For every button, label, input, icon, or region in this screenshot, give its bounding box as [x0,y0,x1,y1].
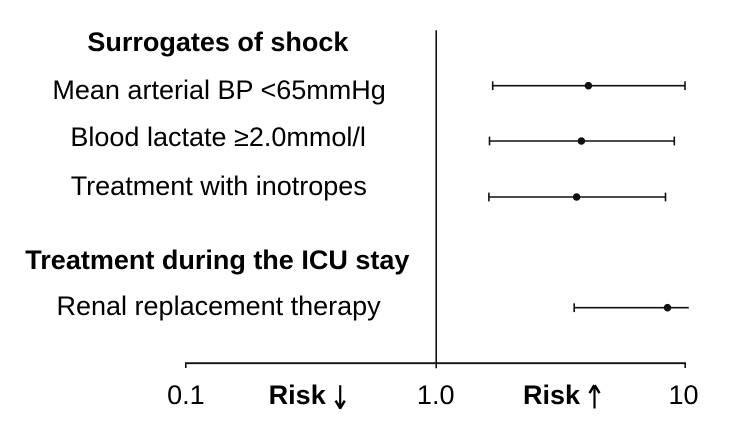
svg-text:Mean arterial BP <65mmHg: Mean arterial BP <65mmHg [52,75,385,105]
svg-text:Surrogates of shock: Surrogates of shock [87,27,349,57]
svg-text:1.0: 1.0 [417,380,455,410]
svg-text:Risk: Risk [523,380,581,410]
svg-text:Blood lactate ≥2.0mmol/l: Blood lactate ≥2.0mmol/l [70,122,365,152]
svg-text:10: 10 [668,380,698,410]
svg-text:Treatment during the ICU stay: Treatment during the ICU stay [25,245,409,275]
svg-text:Risk: Risk [269,380,327,410]
svg-text:0.1: 0.1 [167,380,205,410]
svg-text:Treatment with inotropes: Treatment with inotropes [71,171,367,201]
svg-text:Renal replacement therapy: Renal replacement therapy [57,291,382,321]
